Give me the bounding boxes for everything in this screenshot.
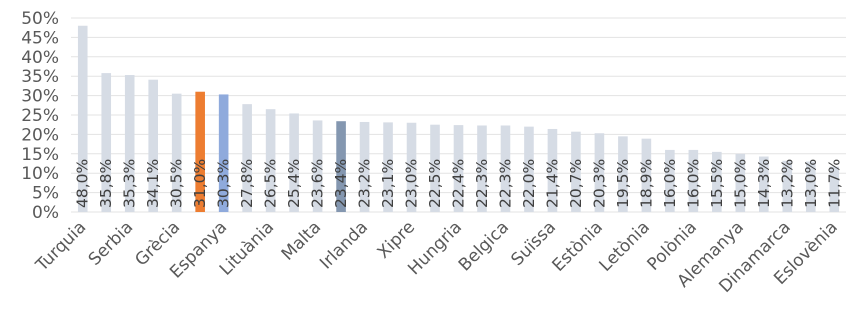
bar	[265, 109, 276, 212]
data-label: 30,5%	[168, 159, 186, 208]
bar	[641, 138, 652, 212]
data-label: 23,4%	[332, 159, 350, 208]
bar	[242, 104, 252, 212]
y-tick-label: 30%	[21, 87, 59, 107]
y-tick-label: 50%	[21, 9, 59, 29]
y-tick-label: 5%	[32, 184, 59, 204]
y-tick-label: 15%	[21, 145, 59, 165]
data-label: 16,0%	[661, 159, 679, 208]
data-label: 25,4%	[285, 159, 303, 208]
bar	[359, 121, 370, 212]
bar	[500, 125, 511, 212]
bar	[101, 73, 112, 212]
bar	[805, 161, 816, 212]
bar	[829, 166, 840, 212]
data-labels: 48,0% 35,8% 35,3% 34,1% 30,5% 31,0% 30,3% 27,8%…	[74, 159, 844, 208]
data-label: 19,5%	[614, 159, 632, 208]
y-tick-label: 40%	[21, 48, 59, 68]
y-axis-ticks: 0%5%10%15%20%25%30%35%40%45%50%	[21, 9, 59, 223]
bar	[782, 160, 793, 212]
data-label: 31,0%	[191, 159, 209, 208]
x-tick-label: Letònia	[595, 217, 653, 275]
data-label: 23,2%	[356, 159, 374, 208]
bar	[171, 93, 182, 212]
x-tick-label: Belgica	[455, 217, 513, 275]
data-label: 15,5%	[708, 159, 726, 208]
data-label: 48,0%	[74, 159, 92, 208]
x-tick-label: Turquia	[32, 217, 91, 276]
data-label: 30,3%	[215, 159, 233, 208]
y-tick-label: 10%	[21, 164, 59, 184]
bar	[383, 122, 393, 212]
data-label: 18,9%	[637, 159, 655, 208]
bar	[547, 128, 558, 212]
data-label: 22,4%	[450, 159, 468, 208]
bar	[195, 91, 205, 212]
x-tick-label: Estònia	[549, 217, 607, 275]
x-tick-label: Serbia	[85, 217, 137, 269]
data-label: 14,3%	[755, 159, 773, 208]
bar	[77, 25, 88, 213]
bar	[665, 149, 675, 212]
y-tick-label: 45%	[21, 28, 59, 48]
data-label: 13,0%	[802, 159, 820, 208]
data-label: 20,7%	[567, 159, 585, 208]
data-label: 22,3%	[473, 159, 491, 208]
data-label: 11,7%	[825, 159, 843, 208]
data-label: 15,0%	[731, 159, 749, 208]
data-label: 23,1%	[379, 159, 397, 208]
bar	[477, 125, 487, 212]
bar	[759, 156, 769, 212]
data-label: 20,3%	[590, 159, 608, 208]
bar	[735, 153, 746, 212]
bar	[688, 149, 699, 212]
y-tick-label: 35%	[21, 67, 59, 87]
data-label: 22,0%	[520, 159, 538, 208]
data-label: 13,2%	[778, 159, 796, 208]
data-label: 35,3%	[121, 159, 139, 208]
data-label: 34,1%	[144, 159, 162, 208]
bar	[524, 126, 534, 212]
bar	[453, 125, 464, 212]
y-tick-label: 25%	[21, 106, 59, 126]
bar	[312, 120, 323, 212]
y-tick-label: 0%	[32, 203, 59, 223]
data-label: 23,0%	[403, 159, 421, 208]
bars	[77, 25, 840, 213]
data-label: 23,6%	[309, 159, 327, 208]
data-label: 22,5%	[426, 159, 444, 208]
data-label: 26,5%	[262, 159, 280, 208]
data-label: 35,8%	[97, 159, 115, 208]
bar	[571, 131, 581, 212]
bar	[148, 79, 158, 212]
bar	[712, 151, 722, 212]
bar	[336, 121, 346, 212]
data-label: 16,0%	[684, 159, 702, 208]
x-tick-label: Irlanda	[316, 217, 372, 273]
data-label: 27,8%	[238, 159, 256, 208]
bar	[289, 113, 299, 212]
y-tick-label: 20%	[21, 125, 59, 145]
data-label: 21,4%	[543, 159, 561, 208]
data-label: 22,3%	[496, 159, 514, 208]
bar	[594, 133, 605, 212]
bar	[430, 124, 440, 212]
bar	[618, 136, 628, 212]
bar	[124, 75, 135, 212]
bar	[218, 94, 229, 212]
bar	[406, 122, 417, 212]
